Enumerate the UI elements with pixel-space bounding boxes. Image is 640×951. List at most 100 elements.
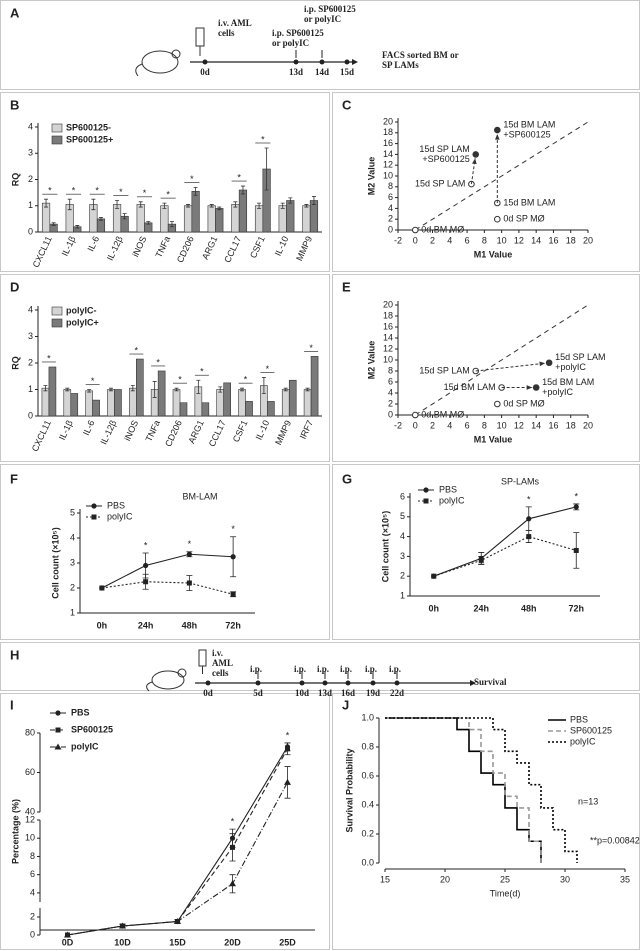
bar <box>191 191 200 233</box>
x-tick-label: 6 <box>465 420 470 430</box>
timeline-event-label: i.p. <box>365 664 378 674</box>
survival-curve <box>385 717 542 863</box>
x-tick-label: 12 <box>514 420 524 430</box>
significance-label: * <box>144 540 148 550</box>
timeline-event-label: i.p. SP600125 or polyIC <box>304 4 356 24</box>
timeline-point <box>370 680 376 686</box>
error-bar <box>261 377 266 394</box>
x-tick-label: TNFa <box>144 419 163 444</box>
y-tick-label: 2 <box>400 571 405 581</box>
point-label: 15d BM LAM <box>444 382 496 392</box>
x-tick-label: CD206 <box>175 235 196 265</box>
arrow-head <box>494 134 500 140</box>
timeline-point <box>322 680 328 686</box>
legend-label: SP600125- <box>66 122 111 132</box>
y-tick-label: 10 <box>383 354 393 364</box>
arrow-head <box>526 385 533 390</box>
error-bar <box>75 225 80 229</box>
x-tick-label: IL-6 <box>81 419 97 437</box>
series-line <box>433 506 577 577</box>
x-tick-label: 48h <box>521 603 537 613</box>
timeline-point <box>255 680 261 686</box>
y-tick-label: 4 <box>70 532 75 542</box>
data-point <box>532 384 540 391</box>
series-line <box>67 748 288 936</box>
x-tick-label: 72h <box>225 620 241 630</box>
point-label: 0d SP MØ <box>503 214 544 224</box>
series-line <box>101 581 234 595</box>
x-tick-label: 8 <box>482 235 487 245</box>
panel-letter: H <box>10 647 19 662</box>
bar <box>278 205 287 233</box>
x-tick-label: IRF7 <box>298 419 315 441</box>
significance-label: * <box>237 172 241 182</box>
data-point <box>478 557 484 563</box>
error-bar <box>264 147 269 191</box>
bar <box>136 204 145 233</box>
x-tick-label: 15 <box>380 874 390 884</box>
y-tick-label: 1 <box>400 590 405 600</box>
y-tick-label: 10 <box>383 170 393 180</box>
x-tick-label: 10D <box>114 937 131 947</box>
survival-curve <box>385 717 578 863</box>
y-tick-label: 40 <box>25 806 35 816</box>
y-tick-label: 20 <box>383 116 393 126</box>
y-tick-label: 1 <box>28 384 33 394</box>
x-tick-label: ARG1 <box>186 419 205 445</box>
x-tick-label: 4 <box>447 235 452 245</box>
y-tick-label: 6 <box>388 192 393 202</box>
y-tick-label: 18 <box>383 127 393 137</box>
legend-label: polyIC <box>570 736 596 746</box>
bar <box>254 205 264 233</box>
significance-label: * <box>231 524 235 534</box>
x-tick-label: IL-1β <box>57 419 75 442</box>
error-bar <box>240 387 245 392</box>
x-tick-label: 18 <box>566 235 576 245</box>
x-tick-label: IL-12β <box>99 419 119 447</box>
y-tick-label: 6 <box>388 376 393 386</box>
error-bar <box>67 198 72 211</box>
x-axis-label: Time(d) <box>490 888 521 898</box>
x-tick-label: 18 <box>566 420 576 430</box>
legend-swatch <box>51 306 63 316</box>
point-label: 15d SP LAM <box>415 178 465 188</box>
significance-label: * <box>156 357 160 367</box>
timeline-point <box>344 59 350 65</box>
significance-label: * <box>95 186 99 196</box>
x-tick-label: CSF1 <box>231 419 250 444</box>
y-tick-label: 3 <box>28 148 33 158</box>
timeline-tick-label: 15d <box>340 67 354 77</box>
data-point <box>545 359 553 367</box>
data-point <box>119 922 126 929</box>
timeline-tick-label: 19d <box>366 688 380 698</box>
timeline-event-label: i.v. AML cells <box>218 18 252 38</box>
data-point <box>494 126 501 134</box>
x-tick-label: CXCL11 <box>30 419 53 453</box>
x-tick-label: 12 <box>514 235 524 245</box>
panel-letter: A <box>10 5 20 20</box>
error-bar <box>162 202 167 209</box>
y-tick-label: 5 <box>70 507 75 517</box>
bar <box>231 204 240 233</box>
reference-line <box>415 121 589 231</box>
bar <box>238 389 246 417</box>
bar <box>288 379 297 417</box>
bar <box>286 200 295 233</box>
significance-label: * <box>309 343 313 353</box>
bar <box>160 205 169 233</box>
y-tick-label: 0 <box>28 226 33 236</box>
y-tick-label: 20 <box>383 299 393 309</box>
timeline-event-label: i.p. <box>294 664 307 674</box>
error-bar <box>196 379 201 394</box>
y-tick-label: 4 <box>28 304 33 314</box>
data-point <box>186 551 192 557</box>
timeline-tick-label: 22d <box>390 688 404 698</box>
point-label: 15d BM LAM <box>503 119 555 129</box>
y-tick-label: 1.0 <box>361 712 374 722</box>
x-tick-label: 14 <box>531 420 541 430</box>
x-tick-label: 0h <box>428 603 439 613</box>
legend-marker <box>91 503 97 509</box>
y-tick-label: 12 <box>383 343 393 353</box>
x-tick-label: 30 <box>560 874 570 884</box>
x-tick-label: 16 <box>548 420 558 430</box>
